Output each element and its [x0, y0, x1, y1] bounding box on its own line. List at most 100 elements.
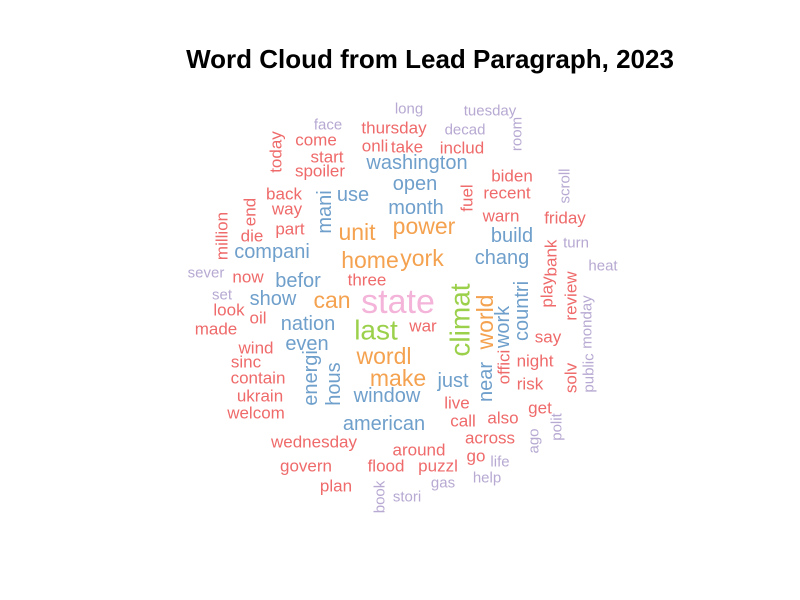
word-wind: wind [238, 339, 274, 358]
word-oil: oil [249, 309, 266, 328]
word-night: night [517, 352, 554, 371]
word-near: near [475, 362, 497, 402]
word-war: war [408, 317, 437, 336]
word-long: long [395, 101, 423, 118]
word-now: now [232, 268, 264, 287]
word-gas: gas [431, 475, 455, 492]
word-polit: polit [549, 412, 566, 440]
word-flood: flood [368, 457, 405, 476]
word-offici: offici [495, 350, 514, 385]
word-friday: friday [544, 209, 586, 228]
word-govern: govern [280, 457, 332, 476]
word-heat: heat [588, 258, 618, 275]
word-look: look [213, 301, 245, 320]
word-thursday: thursday [361, 119, 427, 138]
word-get: get [528, 399, 552, 418]
word-wednesday: wednesday [270, 433, 358, 452]
word-stori: stori [393, 489, 421, 506]
word-mani: mani [314, 190, 336, 233]
word-also: also [487, 409, 518, 428]
word-back: back [266, 185, 302, 204]
word-public: public [581, 353, 598, 393]
word-ago: ago [526, 428, 543, 453]
word-last: last [354, 315, 398, 346]
word-live: live [444, 394, 470, 413]
word-way: way [271, 200, 303, 219]
word-welcom: welcom [226, 404, 285, 423]
word-build: build [491, 225, 533, 247]
word-even: even [285, 333, 328, 355]
word-million: million [213, 212, 232, 260]
word-monday: monday [579, 295, 596, 349]
word-show: show [250, 288, 297, 310]
word-start: start [310, 148, 343, 167]
word-sever: sever [188, 265, 225, 282]
word-made: made [195, 320, 238, 339]
word-includ: includ [440, 139, 484, 158]
word-use: use [337, 184, 369, 206]
word-contain: contain [231, 369, 286, 388]
word-solv: solv [562, 362, 581, 393]
word-plan: plan [320, 477, 352, 496]
word-just: just [436, 370, 469, 392]
word-window: window [353, 385, 421, 407]
word-nation: nation [281, 313, 336, 335]
word-take: take [391, 138, 423, 157]
word-befor: befor [275, 270, 321, 292]
word-power: power [393, 213, 456, 239]
word-three: three [348, 271, 387, 290]
word-tuesday: tuesday [464, 103, 517, 120]
word-world: world [472, 295, 498, 351]
word-room: room [509, 117, 526, 151]
word-york: york [400, 245, 444, 271]
word-month: month [388, 197, 444, 219]
word-work: work [492, 305, 514, 349]
word-today: today [267, 131, 286, 173]
word-end: end [241, 198, 260, 226]
word-scroll: scroll [557, 168, 574, 203]
word-washington: washington [365, 152, 467, 174]
word-energi: energi [300, 350, 322, 406]
word-come: come [295, 131, 337, 150]
word-compani: compani [234, 241, 310, 263]
word-onli: onli [362, 137, 388, 156]
word-climat: climat [445, 283, 476, 356]
word-chang: chang [475, 247, 530, 269]
word-set: set [212, 287, 233, 304]
word-part: part [275, 220, 305, 239]
word-bank: bank [542, 239, 561, 276]
word-fuel: fuel [458, 184, 477, 211]
word-home: home [341, 247, 399, 273]
word-life: life [490, 454, 509, 471]
word-risk: risk [517, 375, 544, 394]
word-puzzl: puzzl [418, 457, 458, 476]
word-can: can [313, 287, 350, 313]
word-american: american [343, 413, 425, 435]
word-review: review [562, 271, 581, 321]
word-ukrain: ukrain [237, 387, 283, 406]
word-biden: biden [491, 167, 533, 186]
word-open: open [393, 173, 438, 195]
word-hous: hous [323, 362, 345, 405]
word-wordl: wordl [356, 343, 412, 369]
word-countri: countri [511, 281, 533, 341]
word-die: die [241, 227, 264, 246]
word-help: help [473, 470, 501, 487]
chart-title: Word Cloud from Lead Paragraph, 2023 [186, 44, 674, 74]
word-make: make [370, 365, 426, 391]
word-recent: recent [483, 184, 531, 203]
word-call: call [450, 412, 476, 431]
word-decad: decad [445, 122, 486, 139]
word-around: around [393, 441, 446, 460]
word-sinc: sinc [231, 353, 262, 372]
word-face: face [314, 117, 342, 134]
word-warn: warn [482, 207, 520, 226]
word-turn: turn [563, 235, 589, 252]
word-go: go [467, 447, 486, 466]
word-unit: unit [338, 219, 376, 245]
word-book: book [372, 480, 389, 513]
word-spoiler: spoiler [295, 162, 345, 181]
word-play: play [538, 276, 557, 308]
word-say: say [535, 328, 562, 347]
